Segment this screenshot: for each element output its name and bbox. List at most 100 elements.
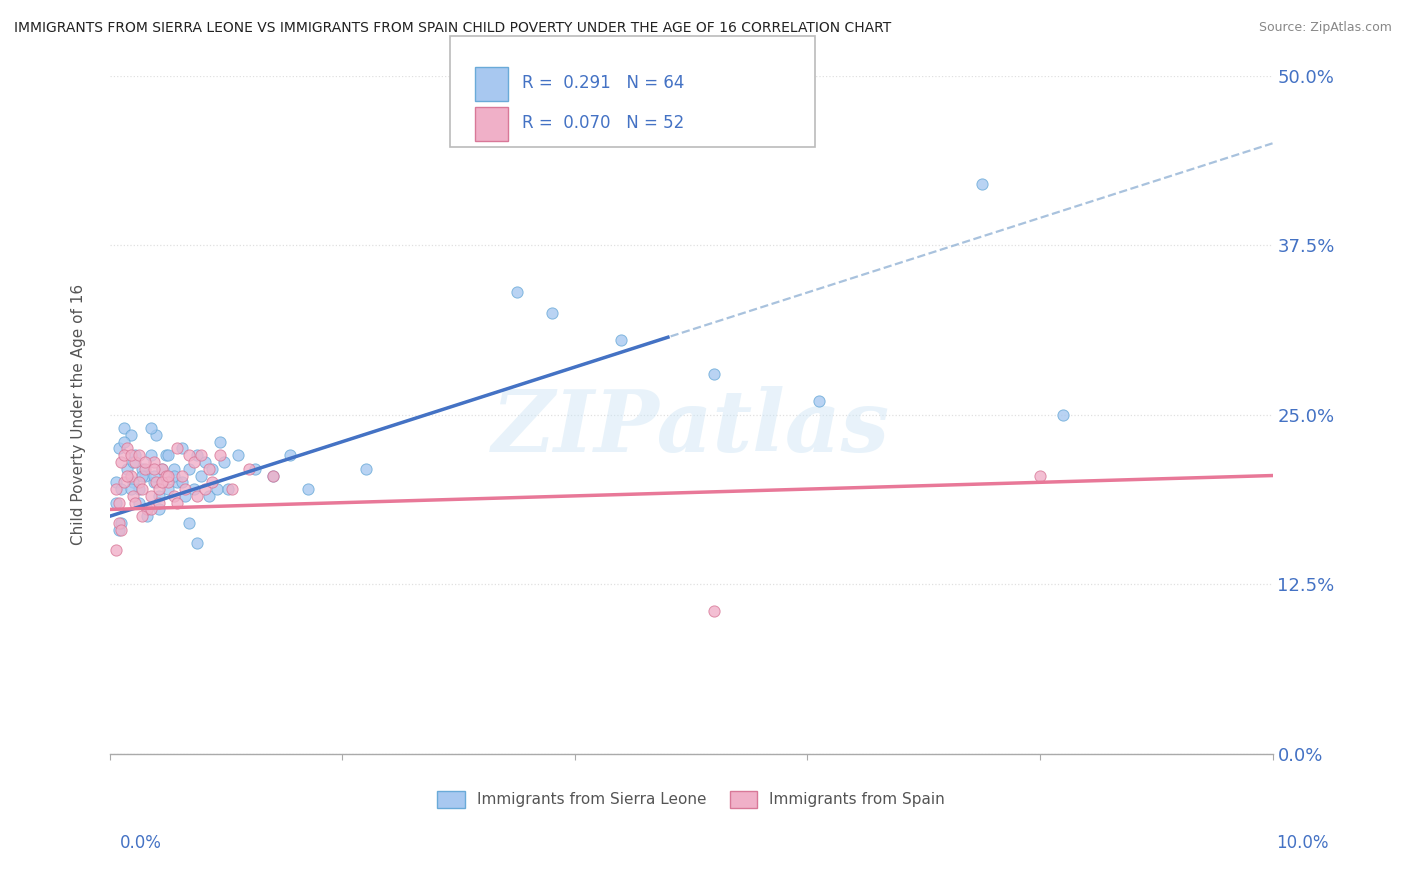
Point (183, 482, 205, 496)
Point (124, 448, 146, 462)
Point (120, 428, 142, 442)
Point (120, 448, 142, 462)
Point (262, 468, 284, 483)
Point (177, 462, 200, 476)
Point (238, 462, 260, 476)
Point (139, 421, 162, 435)
Point (136, 502, 159, 516)
Point (226, 448, 249, 462)
Point (212, 455, 235, 469)
Point (170, 468, 193, 483)
Point (108, 496, 131, 510)
Point (128, 448, 150, 462)
Text: ZIPatlas: ZIPatlas (492, 386, 890, 470)
Point (163, 462, 186, 476)
Point (209, 448, 232, 462)
Point (124, 496, 146, 510)
Point (124, 455, 146, 469)
Point (110, 482, 132, 496)
Point (136, 509, 159, 524)
Point (1029, 468, 1052, 483)
Point (108, 523, 131, 537)
Point (278, 448, 301, 462)
Text: R =  0.070   N = 52: R = 0.070 N = 52 (522, 114, 683, 132)
Point (150, 475, 173, 490)
Point (156, 482, 179, 496)
Point (155, 448, 177, 462)
Y-axis label: Child Poverty Under the Age of 16: Child Poverty Under the Age of 16 (72, 284, 86, 545)
Point (120, 468, 142, 483)
Point (104, 475, 127, 490)
Text: 0.0%: 0.0% (120, 834, 162, 852)
Point (174, 482, 197, 496)
Point (197, 462, 219, 476)
Point (112, 421, 135, 435)
Point (148, 502, 170, 516)
Point (262, 468, 284, 483)
Point (243, 462, 266, 476)
Point (201, 475, 224, 490)
Point (108, 516, 131, 530)
Point (117, 442, 139, 456)
Text: Source: ZipAtlas.com: Source: ZipAtlas.com (1258, 21, 1392, 34)
Point (163, 489, 186, 503)
Point (190, 468, 212, 483)
Point (190, 448, 212, 462)
Text: IMMIGRANTS FROM SIERRA LEONE VS IMMIGRANTS FROM SPAIN CHILD POVERTY UNDER THE AG: IMMIGRANTS FROM SIERRA LEONE VS IMMIGRAN… (14, 21, 891, 35)
Point (297, 482, 319, 496)
Point (131, 462, 153, 476)
Point (156, 448, 179, 462)
Point (174, 489, 197, 503)
Point (156, 475, 179, 490)
Point (143, 462, 166, 476)
Point (145, 428, 167, 442)
Point (205, 482, 228, 496)
Point (506, 285, 529, 300)
Legend: Immigrants from Sierra Leone, Immigrants from Spain: Immigrants from Sierra Leone, Immigrants… (432, 785, 950, 814)
Point (163, 468, 186, 483)
Point (148, 489, 170, 503)
Point (145, 475, 167, 490)
Point (112, 448, 135, 462)
Point (610, 333, 633, 347)
Point (166, 442, 188, 456)
Point (143, 475, 166, 490)
Point (703, 367, 725, 381)
Point (155, 468, 177, 483)
Point (134, 455, 156, 469)
Point (177, 516, 200, 530)
Point (134, 462, 156, 476)
Point (186, 489, 208, 503)
Point (148, 496, 170, 510)
Point (122, 489, 145, 503)
Point (217, 482, 239, 496)
Point (110, 523, 132, 537)
Point (703, 604, 725, 618)
Point (128, 475, 150, 490)
Point (131, 509, 153, 524)
Point (128, 482, 150, 496)
Point (209, 434, 232, 449)
Point (166, 496, 188, 510)
Text: 10.0%: 10.0% (1277, 834, 1329, 852)
Point (143, 455, 166, 469)
Point (104, 496, 127, 510)
Point (186, 536, 208, 550)
Point (122, 455, 145, 469)
Point (104, 482, 127, 496)
Point (354, 462, 377, 476)
Point (808, 394, 831, 409)
Point (221, 482, 243, 496)
Point (150, 462, 173, 476)
Point (194, 455, 217, 469)
Point (143, 468, 166, 483)
Text: R =  0.291   N = 64: R = 0.291 N = 64 (522, 74, 683, 92)
Point (186, 448, 208, 462)
Point (131, 482, 153, 496)
Point (104, 543, 127, 558)
Point (108, 442, 131, 456)
Point (970, 177, 993, 191)
Point (170, 442, 193, 456)
Point (183, 455, 205, 469)
Point (139, 489, 162, 503)
